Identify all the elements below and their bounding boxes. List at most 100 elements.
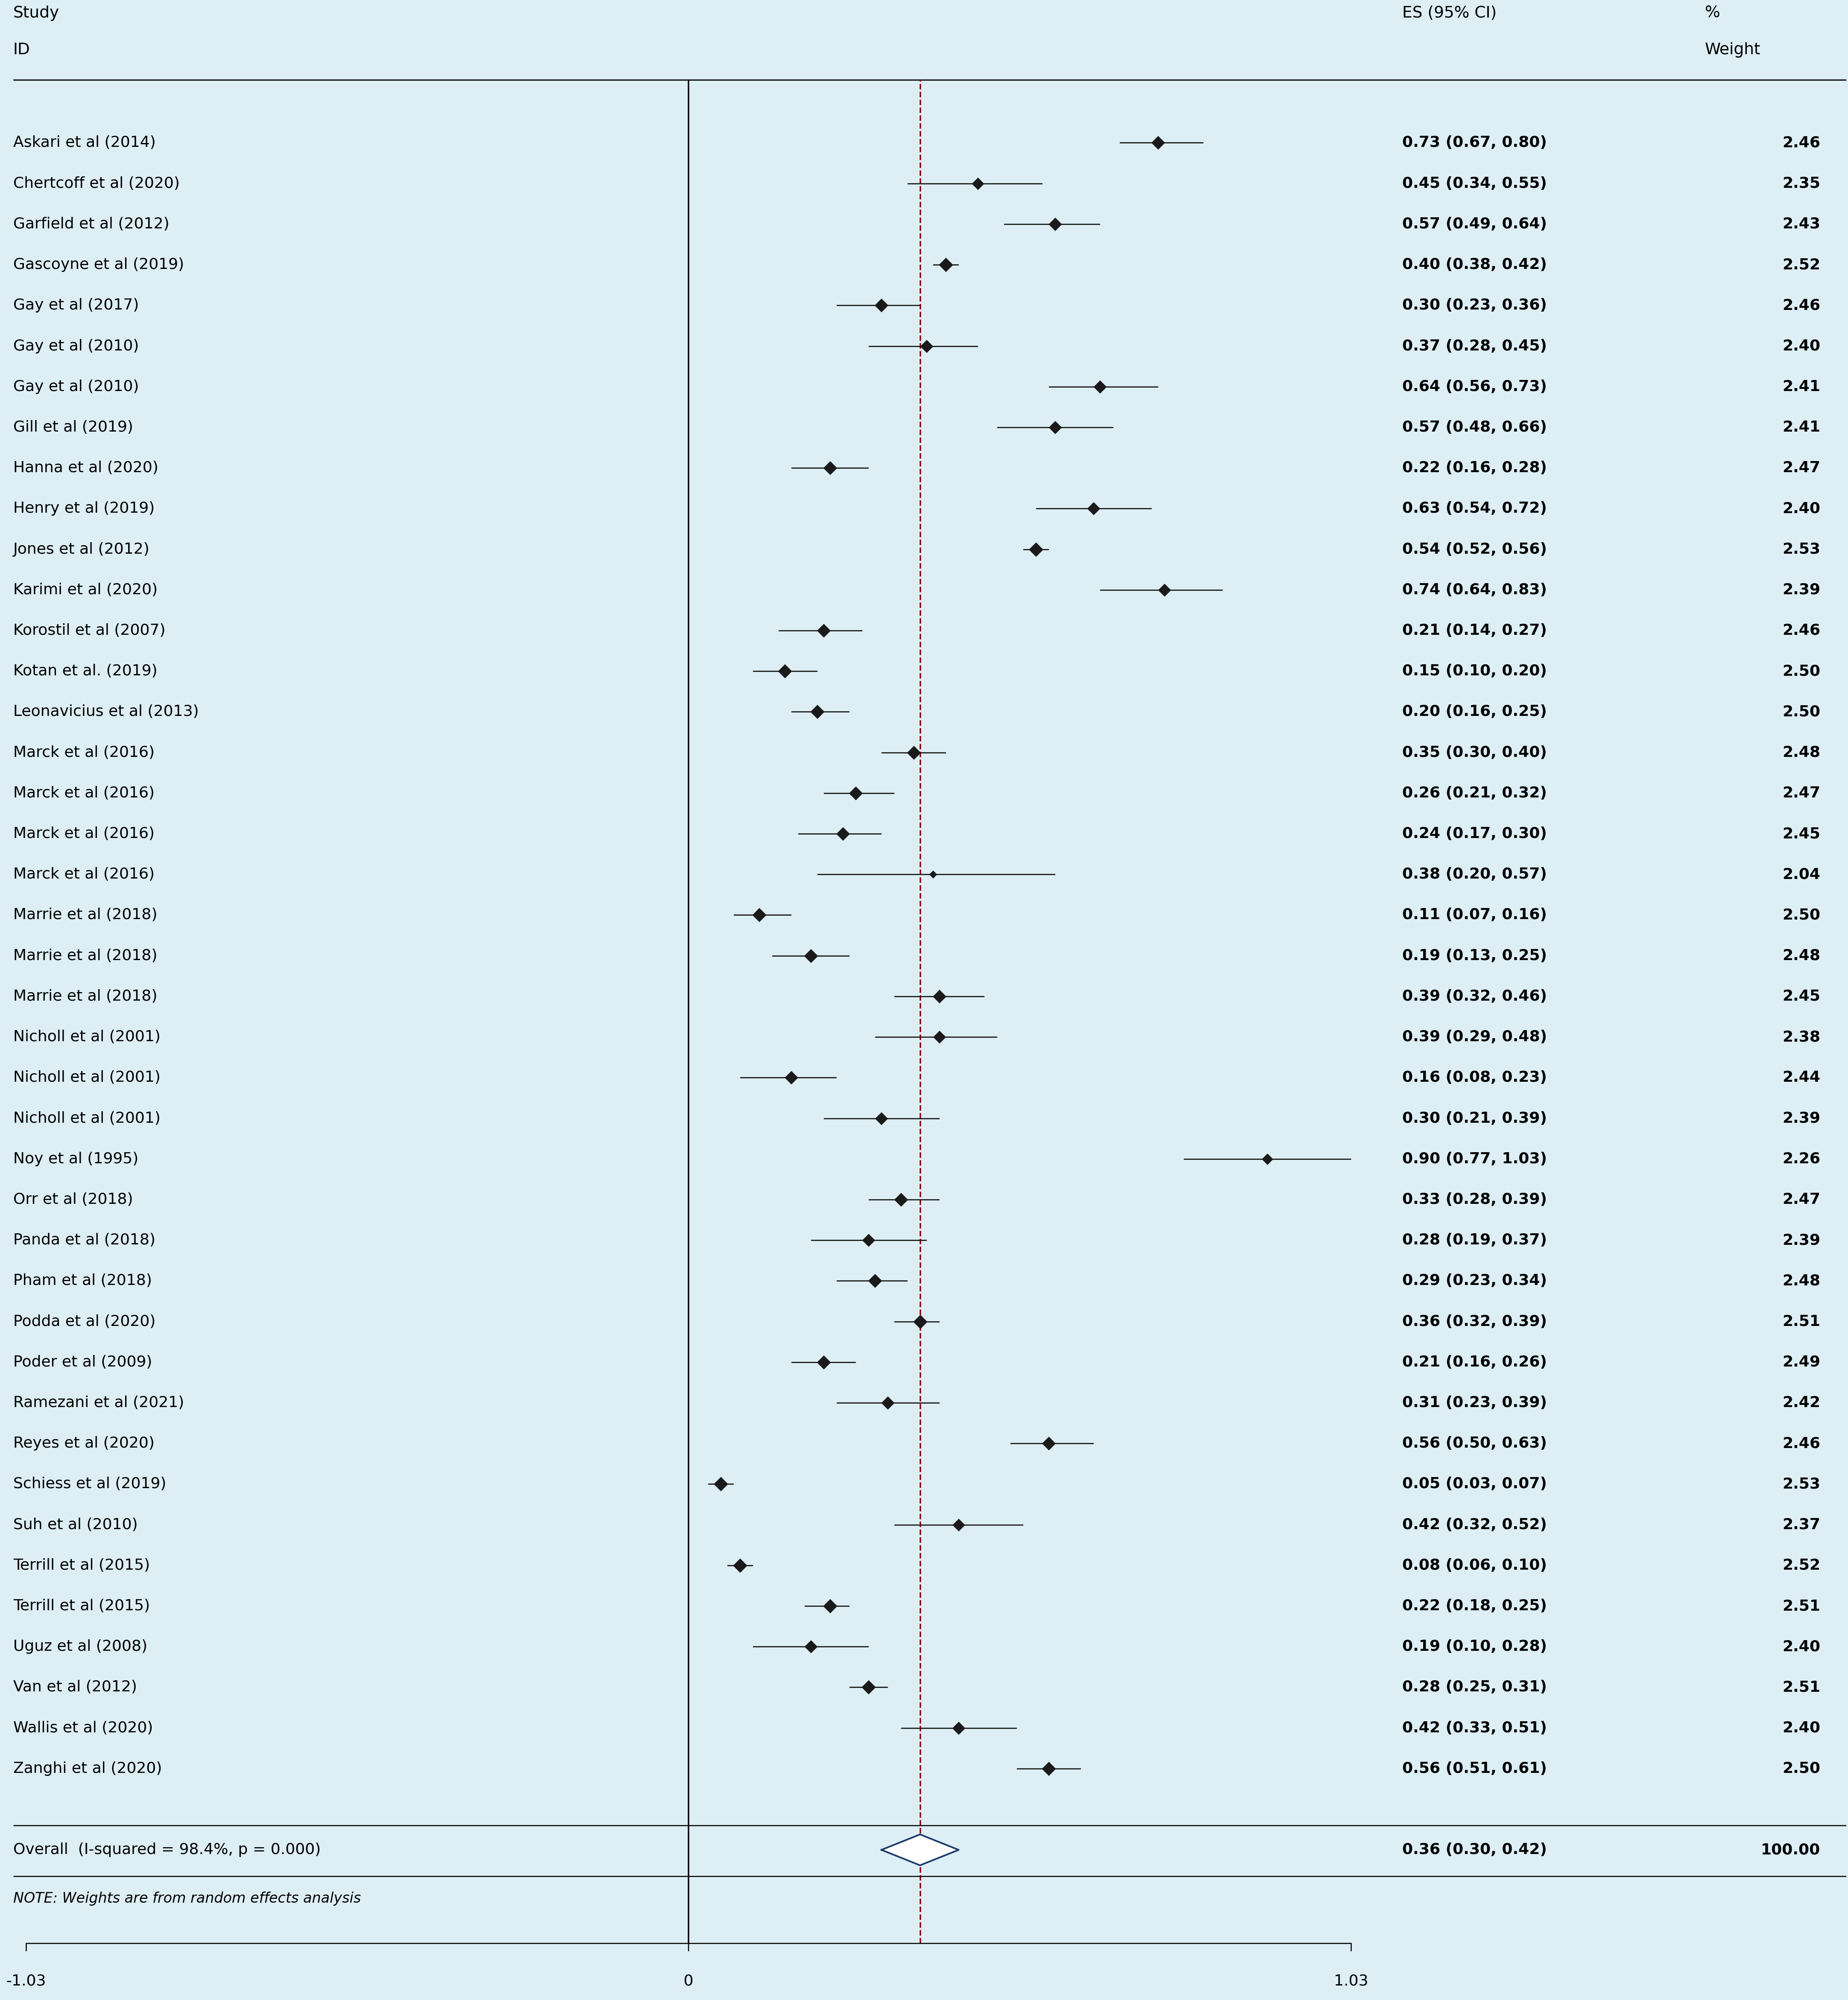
Text: 0.57 (0.48, 0.66): 0.57 (0.48, 0.66) [1403, 420, 1547, 434]
Text: Henry et al (2019): Henry et al (2019) [13, 502, 155, 516]
Text: 2.51: 2.51 [1783, 1598, 1820, 1614]
Text: Marrie et al (2018): Marrie et al (2018) [13, 990, 157, 1004]
Text: Ramezani et al (2021): Ramezani et al (2021) [13, 1396, 185, 1410]
Text: 0.30 (0.21, 0.39): 0.30 (0.21, 0.39) [1403, 1112, 1547, 1126]
Text: 2.39: 2.39 [1783, 582, 1820, 598]
Text: 2.50: 2.50 [1783, 664, 1820, 678]
Text: Overall  (I-squared = 98.4%, p = 0.000): Overall (I-squared = 98.4%, p = 0.000) [13, 1842, 322, 1858]
Text: 2.46: 2.46 [1783, 1436, 1820, 1450]
Text: 0.56 (0.50, 0.63): 0.56 (0.50, 0.63) [1403, 1436, 1547, 1450]
Point [841, 778, 870, 810]
Point [724, 1550, 754, 1582]
Text: ID: ID [13, 42, 30, 58]
Text: Poder et al (2009): Poder et al (2009) [13, 1354, 152, 1370]
Point [854, 1224, 883, 1256]
Text: Askari et al (2014): Askari et al (2014) [13, 136, 155, 150]
Point [706, 1468, 736, 1500]
Text: Panda et al (2018): Panda et al (2018) [13, 1232, 155, 1248]
Text: 0.21 (0.16, 0.26): 0.21 (0.16, 0.26) [1403, 1354, 1547, 1370]
Point [802, 696, 832, 728]
Text: 2.51: 2.51 [1783, 1314, 1820, 1328]
Text: 2.46: 2.46 [1783, 298, 1820, 312]
Point [911, 330, 941, 362]
Text: 100.00: 100.00 [1761, 1842, 1820, 1858]
Text: Podda et al (2020): Podda et al (2020) [13, 1314, 155, 1328]
Point [885, 1184, 915, 1216]
Text: %: % [1704, 6, 1720, 20]
Point [867, 1102, 896, 1134]
Text: Zanghi et al (2020): Zanghi et al (2020) [13, 1762, 163, 1776]
Text: Gill et al (2019): Gill et al (2019) [13, 420, 133, 434]
Text: Karimi et al (2020): Karimi et al (2020) [13, 582, 157, 598]
Text: 2.52: 2.52 [1783, 1558, 1820, 1572]
Text: Suh et al (2010): Suh et al (2010) [13, 1518, 137, 1532]
Text: NOTE: Weights are from random effects analysis: NOTE: Weights are from random effects an… [13, 1892, 360, 1906]
Text: 2.42: 2.42 [1783, 1396, 1820, 1410]
Text: 2.49: 2.49 [1783, 1354, 1820, 1370]
Text: 0.73 (0.67, 0.80): 0.73 (0.67, 0.80) [1403, 136, 1547, 150]
Point [828, 818, 857, 850]
Text: 2.41: 2.41 [1783, 380, 1820, 394]
Text: -1.03: -1.03 [6, 1974, 46, 1988]
Point [1022, 534, 1052, 566]
Text: 2.37: 2.37 [1783, 1518, 1820, 1532]
Text: 2.35: 2.35 [1783, 176, 1820, 190]
Point [1033, 1428, 1063, 1460]
Text: Noy et al (1995): Noy et al (1995) [13, 1152, 139, 1166]
Point [1144, 126, 1173, 158]
Point [944, 1508, 974, 1540]
Text: Terrill et al (2015): Terrill et al (2015) [13, 1558, 150, 1572]
Text: 0.29 (0.23, 0.34): 0.29 (0.23, 0.34) [1403, 1274, 1547, 1288]
Text: Marck et al (2016): Marck et al (2016) [13, 868, 155, 882]
Text: 2.39: 2.39 [1783, 1232, 1820, 1248]
Text: 0.36 (0.30, 0.42): 0.36 (0.30, 0.42) [1403, 1842, 1547, 1858]
Point [944, 1712, 974, 1744]
Point [809, 614, 839, 646]
Text: Gascoyne et al (2019): Gascoyne et al (2019) [13, 258, 185, 272]
Text: Marrie et al (2018): Marrie et al (2018) [13, 948, 157, 962]
Text: 0.19 (0.13, 0.25): 0.19 (0.13, 0.25) [1403, 948, 1547, 962]
Text: 2.50: 2.50 [1783, 704, 1820, 720]
Text: 2.45: 2.45 [1783, 826, 1820, 842]
Text: Garfield et al (2012): Garfield et al (2012) [13, 216, 170, 232]
Text: 0.22 (0.18, 0.25): 0.22 (0.18, 0.25) [1403, 1598, 1547, 1614]
Text: 0.40 (0.38, 0.42): 0.40 (0.38, 0.42) [1403, 258, 1547, 272]
Text: 2.48: 2.48 [1783, 948, 1820, 962]
Text: 0.37 (0.28, 0.45): 0.37 (0.28, 0.45) [1403, 338, 1547, 354]
Point [924, 980, 954, 1012]
Text: 0.39 (0.29, 0.48): 0.39 (0.29, 0.48) [1403, 1030, 1547, 1044]
Text: 0.38 (0.20, 0.57): 0.38 (0.20, 0.57) [1403, 868, 1547, 882]
Text: Marck et al (2016): Marck et al (2016) [13, 786, 155, 800]
Point [1040, 208, 1070, 240]
Text: 2.40: 2.40 [1783, 338, 1820, 354]
Text: 2.51: 2.51 [1783, 1680, 1820, 1694]
Text: 2.45: 2.45 [1783, 990, 1820, 1004]
Text: 2.43: 2.43 [1783, 216, 1820, 232]
Text: 0.22 (0.16, 0.28): 0.22 (0.16, 0.28) [1403, 460, 1547, 476]
Text: Uguz et al (2008): Uguz et al (2008) [13, 1640, 148, 1654]
Text: Chertcoff et al (2020): Chertcoff et al (2020) [13, 176, 179, 190]
Text: 0.42 (0.33, 0.51): 0.42 (0.33, 0.51) [1403, 1720, 1547, 1736]
Text: Reyes et al (2020): Reyes et al (2020) [13, 1436, 155, 1450]
Text: Study: Study [13, 6, 59, 20]
Point [745, 900, 774, 932]
Point [1040, 412, 1070, 444]
Text: Gay et al (2010): Gay et al (2010) [13, 380, 139, 394]
Point [776, 1062, 806, 1094]
Text: 0.15 (0.10, 0.20): 0.15 (0.10, 0.20) [1403, 664, 1547, 678]
Text: 2.53: 2.53 [1783, 1476, 1820, 1492]
Point [867, 290, 896, 322]
Point [809, 1346, 839, 1378]
Text: 2.48: 2.48 [1783, 1274, 1820, 1288]
Text: Nicholl et al (2001): Nicholl et al (2001) [13, 1070, 161, 1084]
Text: Marck et al (2016): Marck et al (2016) [13, 746, 155, 760]
Text: 2.44: 2.44 [1783, 1070, 1820, 1084]
Text: 0.11 (0.07, 0.16): 0.11 (0.07, 0.16) [1403, 908, 1547, 922]
Text: 0.42 (0.32, 0.52): 0.42 (0.32, 0.52) [1403, 1518, 1547, 1532]
Text: 2.26: 2.26 [1783, 1152, 1820, 1166]
Text: 2.53: 2.53 [1783, 542, 1820, 556]
Point [859, 1264, 889, 1296]
Text: 0.35 (0.30, 0.40): 0.35 (0.30, 0.40) [1403, 746, 1547, 760]
Text: 0.20 (0.16, 0.25): 0.20 (0.16, 0.25) [1403, 704, 1547, 720]
Text: 0.30 (0.23, 0.36): 0.30 (0.23, 0.36) [1403, 298, 1547, 312]
